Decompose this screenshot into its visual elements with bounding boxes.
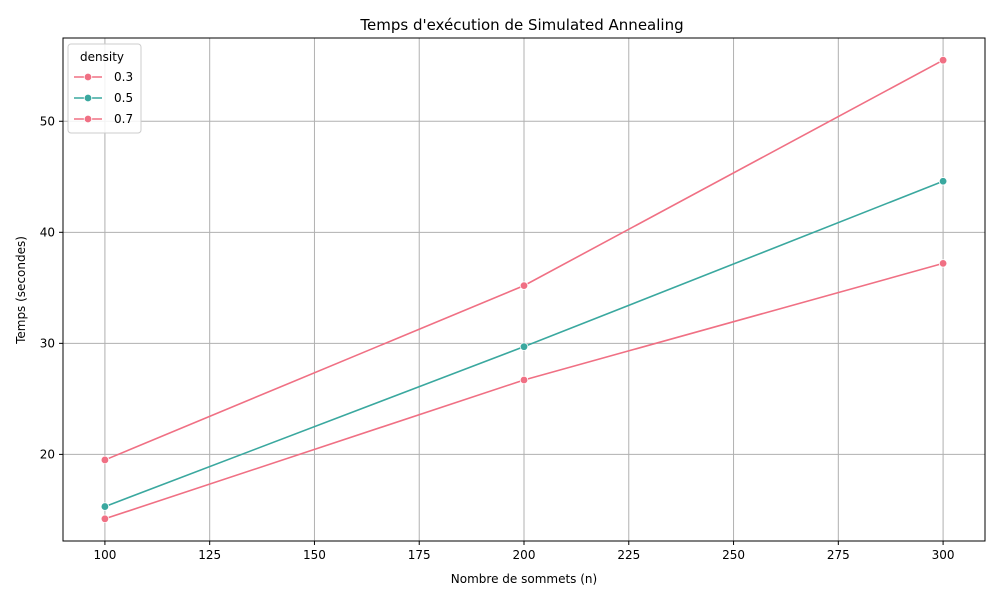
series-layer — [100, 56, 948, 523]
legend-label: 0.7 — [114, 112, 133, 126]
data-point — [100, 514, 110, 523]
legend-marker — [83, 93, 93, 103]
data-point — [938, 177, 948, 186]
data-point — [519, 342, 529, 351]
chart-title: Temps d'exécution de Simulated Annealing — [359, 16, 683, 34]
x-axis-label: Nombre de sommets (n) — [451, 572, 597, 586]
y-axis-label: Temps (secondes) — [14, 236, 28, 345]
series-0.5 — [100, 177, 948, 511]
x-tick-label: 150 — [303, 548, 326, 562]
series-0.3 — [100, 259, 948, 523]
legend-marker — [83, 72, 93, 82]
legend-title: density — [80, 50, 124, 64]
legend-entries: 0.3 0.5 0.7 — [74, 70, 133, 126]
legend-entry: 0.3 — [74, 70, 133, 84]
data-point — [519, 281, 529, 290]
legend-label: 0.3 — [114, 70, 133, 84]
y-tick-label: 50 — [40, 114, 55, 128]
legend: density 0.3 0.5 0.7 — [67, 43, 142, 134]
series-0.7 — [100, 56, 948, 465]
y-tick-label: 30 — [40, 336, 55, 350]
x-tick-label: 300 — [932, 548, 955, 562]
legend-entry: 0.5 — [74, 91, 133, 105]
x-tick-label: 250 — [722, 548, 745, 562]
data-point — [519, 375, 529, 385]
y-tick-label: 40 — [40, 225, 55, 239]
legend-label: 0.5 — [114, 91, 133, 105]
data-point — [100, 455, 110, 465]
x-axis: 100 125 150 175 200 225 250 275 300 — [93, 541, 955, 562]
data-point — [938, 259, 948, 268]
data-point — [938, 56, 948, 65]
data-point — [100, 502, 110, 511]
y-tick-label: 20 — [40, 447, 55, 461]
x-tick-label: 275 — [827, 548, 850, 562]
x-tick-label: 175 — [408, 548, 431, 562]
legend-entry: 0.7 — [74, 112, 133, 126]
legend-marker — [83, 114, 93, 124]
legend-box — [67, 43, 142, 134]
x-tick-label: 125 — [198, 548, 221, 562]
x-tick-label: 100 — [93, 548, 116, 562]
y-axis: 20 30 40 50 — [40, 114, 63, 461]
x-tick-label: 200 — [513, 548, 536, 562]
x-tick-label: 225 — [617, 548, 640, 562]
